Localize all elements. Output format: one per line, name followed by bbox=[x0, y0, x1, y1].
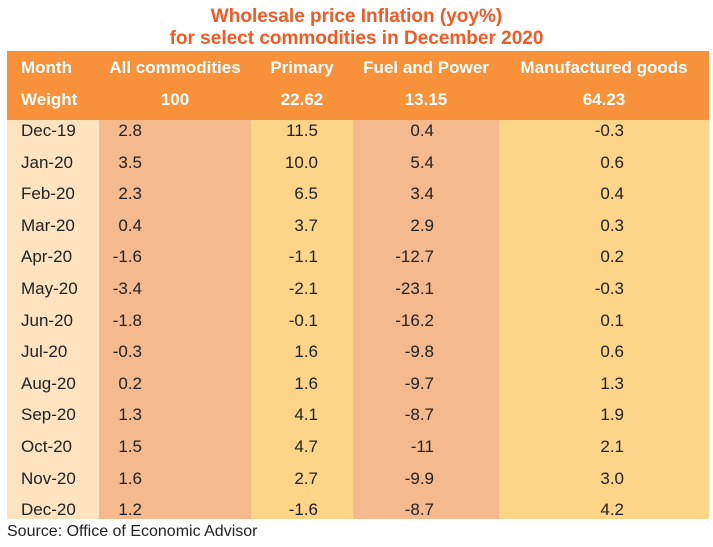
value-cell-manufactured-goods: 0.6 bbox=[600, 342, 624, 362]
value-cell-manufactured-goods: 4.2 bbox=[600, 500, 624, 520]
month-cell: Jan-20 bbox=[21, 152, 73, 172]
value-cell-all-commodities: 0.4 bbox=[118, 215, 142, 235]
month-cell: Mar-20 bbox=[21, 215, 75, 235]
value-cell-primary: 4.7 bbox=[294, 437, 318, 456]
value-cell-fuel-and-power: 2.9 bbox=[410, 215, 434, 235]
value-cell-all-commodities: -1.8 bbox=[112, 310, 142, 330]
value-cell-all-commodities: 1.3 bbox=[118, 405, 142, 425]
value-cell-manufactured-goods: -0.3 bbox=[594, 121, 624, 140]
value-cell-primary: 10.0 bbox=[284, 152, 318, 172]
value-cell-fuel-and-power: -8.7 bbox=[404, 405, 434, 425]
header-all-commodities: All commodities bbox=[109, 58, 241, 77]
month-cell: Oct-20 bbox=[21, 437, 73, 456]
value-cell-manufactured-goods: 1.9 bbox=[600, 405, 624, 425]
value-cell-all-commodities: 3.5 bbox=[118, 152, 142, 172]
header-primary: Primary bbox=[270, 58, 334, 77]
value-cell-fuel-and-power: 0.4 bbox=[410, 121, 434, 140]
value-cell-all-commodities: -0.3 bbox=[112, 342, 142, 362]
value-cell-primary: 6.5 bbox=[294, 184, 318, 204]
col-bg-fuel-and-power bbox=[353, 51, 499, 519]
month-cell: Aug-20 bbox=[21, 373, 76, 393]
month-cell: Dec-20 bbox=[21, 500, 76, 520]
header-month: Month bbox=[21, 58, 72, 77]
value-cell-manufactured-goods: 2.1 bbox=[600, 437, 624, 456]
value-cell-primary: 1.6 bbox=[294, 342, 318, 362]
value-cell-manufactured-goods: 3.0 bbox=[600, 468, 624, 488]
value-cell-all-commodities: 1.2 bbox=[118, 500, 142, 520]
value-cell-manufactured-goods: 0.4 bbox=[600, 184, 624, 204]
value-cell-primary: -1.6 bbox=[288, 500, 318, 520]
chart-title-line-1: Wholesale price Inflation (yoy%) bbox=[210, 6, 503, 27]
value-cell-all-commodities: 2.3 bbox=[118, 184, 142, 204]
value-cell-primary: 1.6 bbox=[294, 373, 318, 393]
value-cell-primary: 4.1 bbox=[294, 405, 318, 425]
value-cell-fuel-and-power: -9.8 bbox=[404, 342, 434, 362]
value-cell-fuel-and-power: -16.2 bbox=[395, 310, 434, 330]
col-bg-all-commodities bbox=[99, 51, 251, 519]
month-cell: Jul-20 bbox=[21, 342, 68, 362]
month-cell: May-20 bbox=[21, 279, 78, 298]
month-cell: Jun-20 bbox=[21, 310, 73, 330]
header-fuel-and-power: Fuel and Power bbox=[363, 58, 489, 77]
weight-manufactured-goods: 64.23 bbox=[582, 90, 626, 109]
source-note: Source: Office of Economic Advisor bbox=[7, 523, 258, 540]
value-cell-all-commodities: 2.8 bbox=[118, 121, 142, 140]
month-cell: Feb-20 bbox=[21, 184, 75, 204]
month-cell: Apr-20 bbox=[21, 247, 73, 267]
value-cell-primary: 11.5 bbox=[286, 121, 318, 140]
month-cell: Sep-20 bbox=[21, 405, 76, 425]
value-cell-fuel-and-power: -8.7 bbox=[404, 500, 434, 520]
value-cell-manufactured-goods: 0.6 bbox=[600, 152, 624, 172]
header-band bbox=[7, 51, 709, 120]
value-cell-fuel-and-power: -9.7 bbox=[404, 373, 434, 393]
value-cell-all-commodities: 1.5 bbox=[118, 437, 142, 456]
month-cell: Dec-19 bbox=[21, 121, 76, 140]
value-cell-manufactured-goods: 1.3 bbox=[600, 373, 624, 393]
col-bg-manufactured-goods bbox=[499, 51, 709, 519]
weight-fuel-and-power: 13.15 bbox=[404, 90, 448, 109]
month-cell: Nov-20 bbox=[21, 468, 76, 488]
value-cell-manufactured-goods: 0.3 bbox=[600, 215, 624, 235]
weight-primary: 22.62 bbox=[280, 90, 324, 109]
value-cell-primary: 3.7 bbox=[294, 215, 318, 235]
value-cell-fuel-and-power: 3.4 bbox=[410, 184, 434, 204]
value-cell-all-commodities: -1.6 bbox=[112, 247, 142, 267]
value-cell-fuel-and-power: -9.9 bbox=[404, 468, 434, 488]
col-bg-primary bbox=[251, 51, 353, 519]
value-cell-all-commodities: -3.4 bbox=[112, 279, 142, 298]
value-cell-fuel-and-power: -12.7 bbox=[395, 247, 434, 267]
value-cell-primary: -0.1 bbox=[288, 310, 318, 330]
value-cell-fuel-and-power: -23.1 bbox=[395, 279, 434, 298]
value-cell-all-commodities: 0.2 bbox=[118, 373, 142, 393]
value-cell-manufactured-goods: 0.1 bbox=[600, 310, 624, 330]
inflation-table: Month All commodities Primary Fuel and Powe… bbox=[7, 51, 709, 519]
value-cell-all-commodities: 1.6 bbox=[118, 468, 142, 488]
chart-title-line-2: for select commodities in December 2020 bbox=[169, 28, 544, 49]
value-cell-manufactured-goods: 0.2 bbox=[600, 247, 624, 267]
header-manufactured-goods: Manufactured goods bbox=[520, 58, 688, 77]
value-cell-fuel-and-power: 5.4 bbox=[410, 152, 434, 172]
value-cell-primary: 2.7 bbox=[294, 468, 318, 488]
col-bg-month bbox=[7, 51, 99, 519]
value-cell-primary: -1.1 bbox=[288, 247, 318, 267]
value-cell-manufactured-goods: -0.3 bbox=[594, 279, 624, 298]
value-cell-fuel-and-power: -11 bbox=[410, 437, 434, 456]
weight-all-commodities: 100 bbox=[160, 90, 190, 109]
value-cell-primary: -2.1 bbox=[288, 279, 318, 298]
weight-month: Weight bbox=[21, 90, 78, 109]
